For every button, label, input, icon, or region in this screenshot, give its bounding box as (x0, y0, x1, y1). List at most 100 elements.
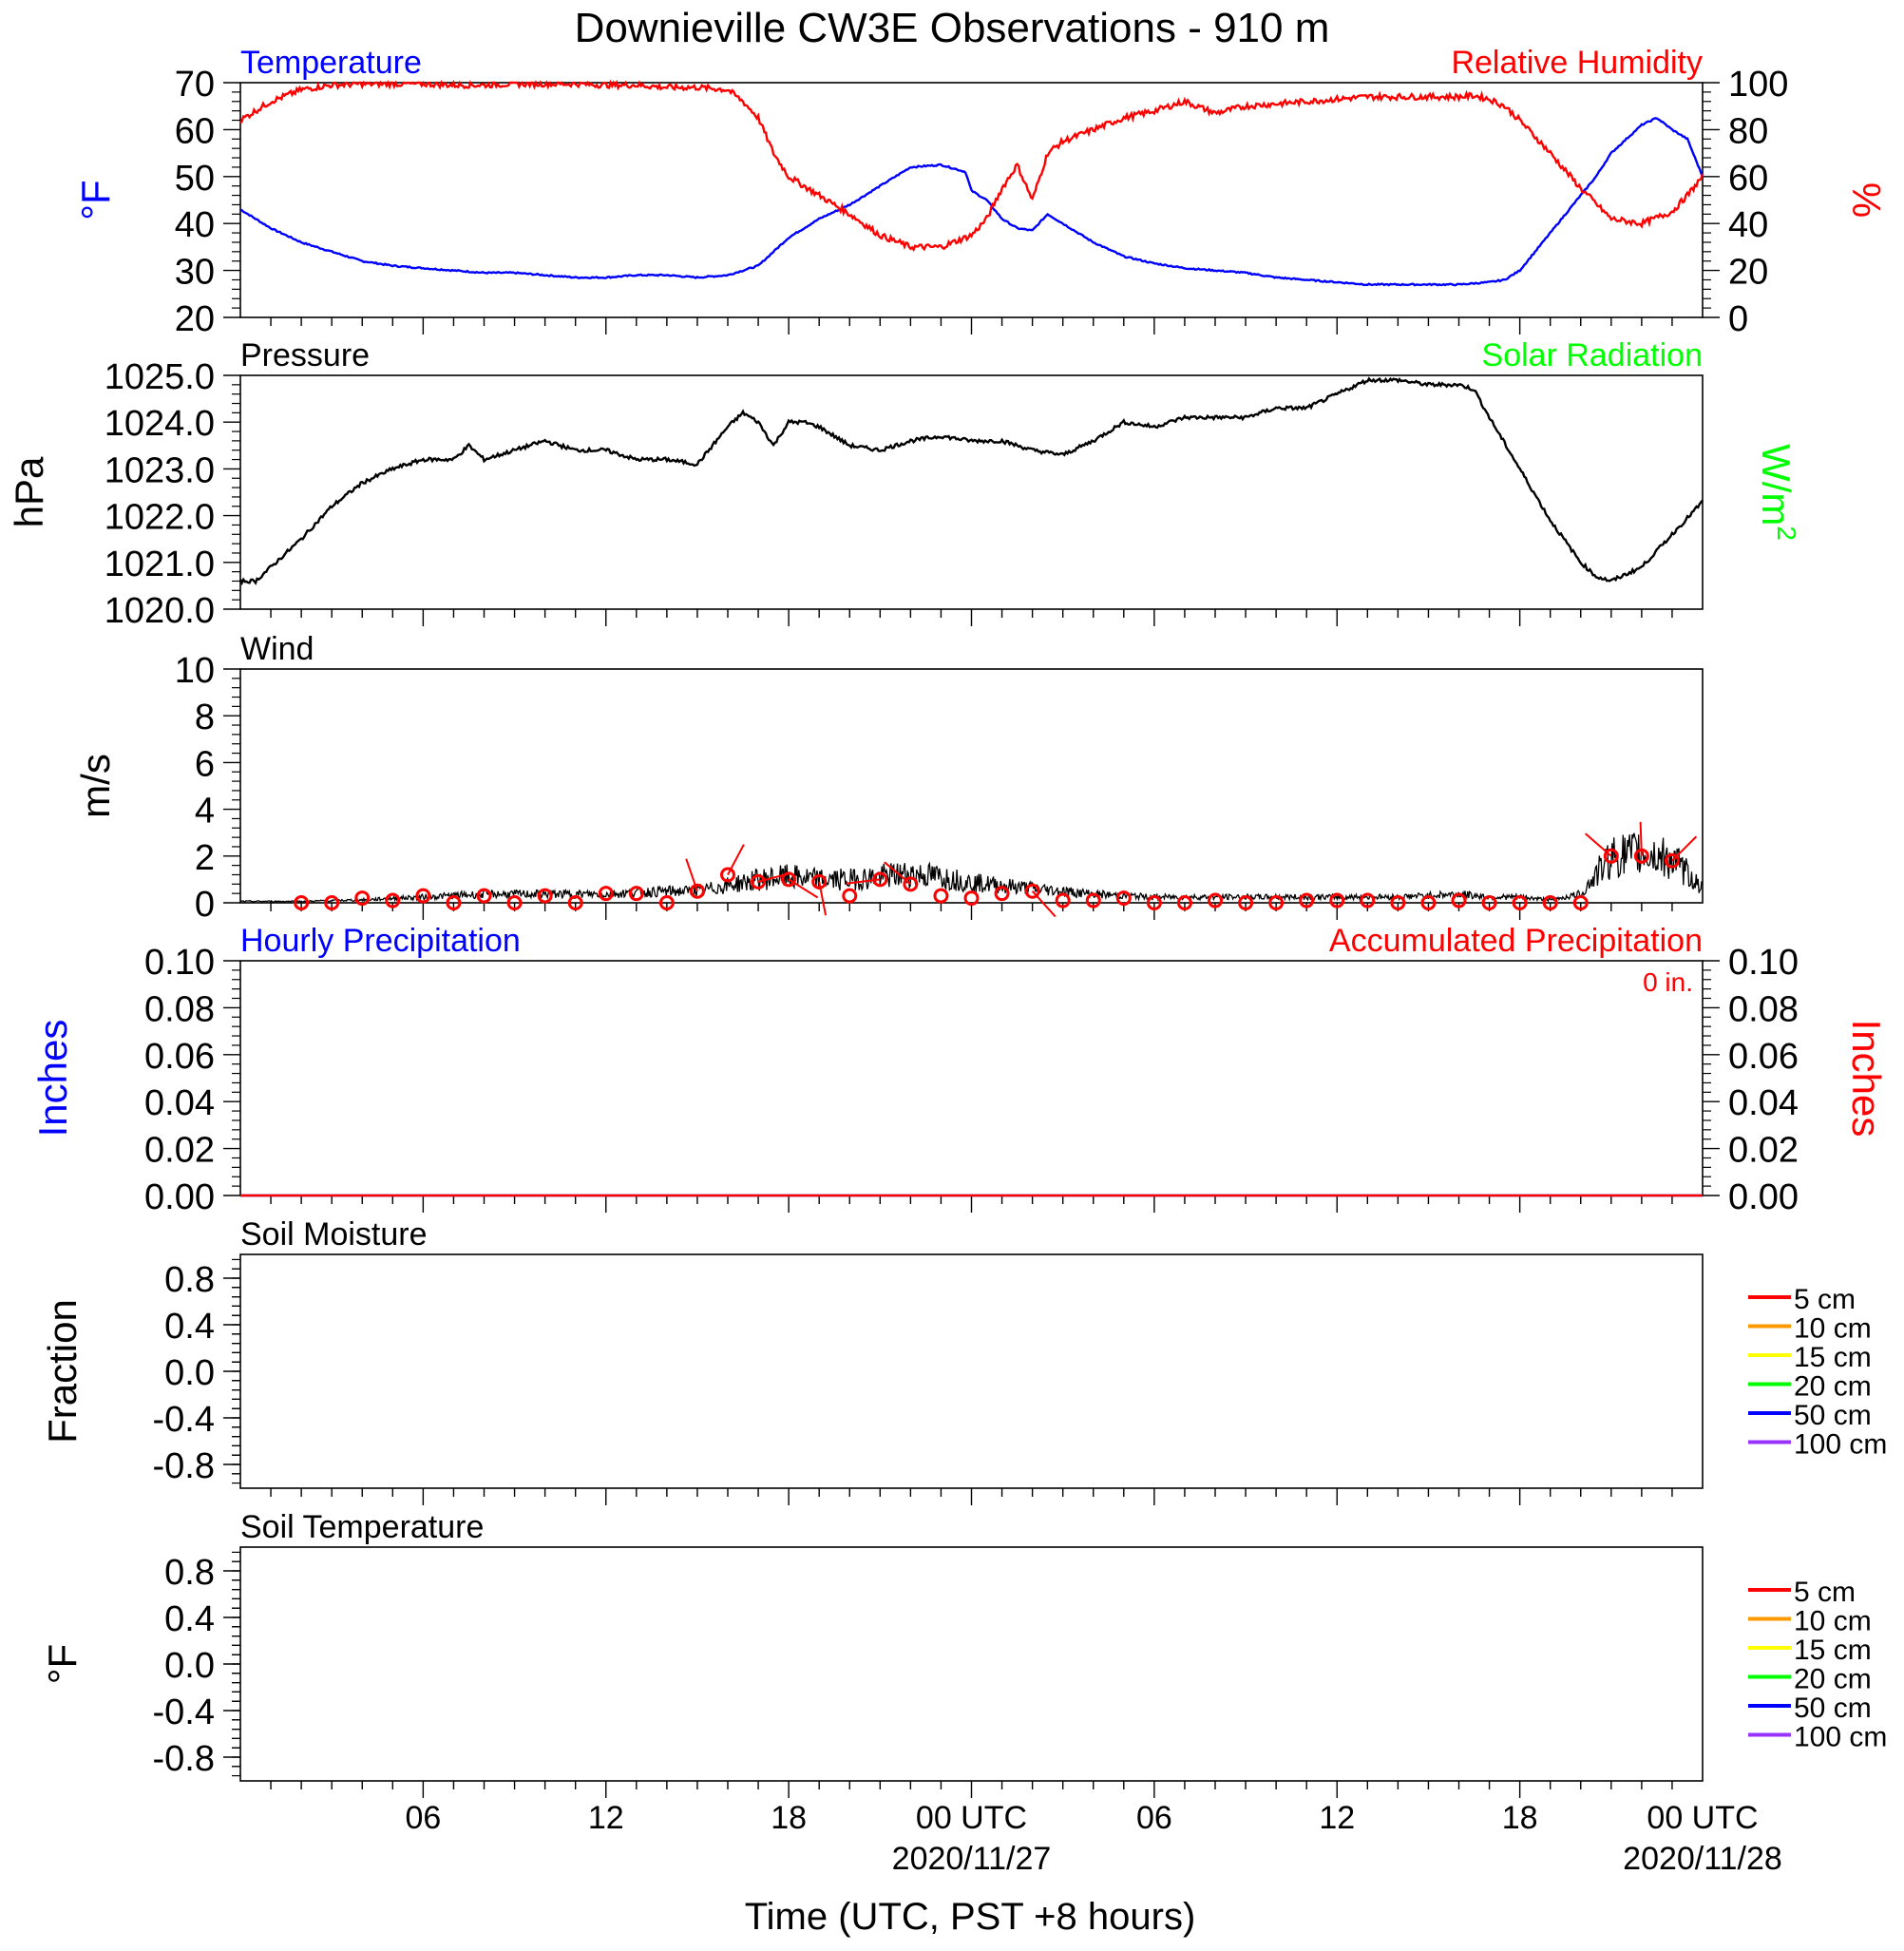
y-tick-label-left: 0.04 (144, 1083, 215, 1123)
wind-hourly-marker (324, 895, 340, 910)
y-tick-label-left: 0.02 (144, 1131, 215, 1171)
y-tick-label-left: 1020.0 (105, 591, 215, 631)
y-tick-label-left: -0.4 (153, 1693, 215, 1732)
wind-hourly-marker (354, 890, 371, 907)
x-axis-label: Time (UTC, PST +8 hours) (745, 1896, 1196, 1938)
wind-hourly-marker (446, 895, 462, 910)
y-tick-label-left: 70 (175, 65, 215, 105)
y-tick-label-left: 10 (175, 651, 215, 691)
panel-title-solar: Solar Radiation (1482, 337, 1703, 373)
wind-hourly-marker (1268, 895, 1285, 910)
legend-label: 20 cm (1794, 1664, 1872, 1695)
panel-title-hourly-precip: Hourly Precipitation (240, 923, 521, 959)
y-tick-label-right: 0.00 (1728, 1177, 1799, 1217)
y-tick-label-left: 0.0 (164, 1353, 215, 1393)
legend-label: 20 cm (1794, 1371, 1872, 1403)
y-tick-label-right: 60 (1728, 159, 1768, 199)
panel-frame-wind (239, 668, 1704, 904)
wind-hourly-marker (1390, 895, 1406, 910)
x-tick-label: 00 UTC (1647, 1800, 1758, 1836)
wind-hourly-marker (1481, 895, 1497, 910)
chart-title: Downieville CW3E Observations - 910 m (575, 5, 1330, 51)
panel-title-pressure: Pressure (240, 337, 370, 373)
y-tick-label-right: 0.04 (1728, 1083, 1799, 1123)
y-tick-label-right: 0.06 (1728, 1037, 1799, 1077)
wind-hourly-marker (1360, 892, 1376, 909)
y-tick-label-right: 80 (1728, 111, 1768, 151)
y-axis-label-pressure: hPa (7, 456, 51, 527)
y-tick-label-left: 1024.0 (105, 404, 215, 444)
x-tick-label: 06 (1136, 1800, 1172, 1836)
wind-hourly-marker (689, 883, 705, 899)
y-tick-label-left: 4 (195, 792, 215, 832)
x-tick-label: 12 (588, 1800, 624, 1836)
y-axis-label-solar: W/m2 (1754, 444, 1801, 541)
legend-label: 10 cm (1794, 1606, 1872, 1637)
legend-label: 10 cm (1794, 1313, 1872, 1345)
y-tick-label-left: 2 (195, 838, 215, 878)
wind-hourly-marker (994, 886, 1010, 902)
legend-label: 50 cm (1794, 1400, 1872, 1431)
pressure-line (238, 376, 1704, 586)
wind-hourly-marker (385, 892, 401, 909)
y-tick-label-left: 0.06 (144, 1037, 215, 1077)
y-axis-label-accum-precip: Inches (1844, 1020, 1889, 1138)
wind-hourly-marker (567, 895, 583, 910)
wind-hourly-marker (1146, 895, 1162, 910)
wind-hourly-marker (842, 888, 858, 904)
wind-hourly-marker (903, 876, 919, 892)
y-tick-label-left: 1022.0 (105, 498, 215, 538)
humidity-line (239, 79, 1704, 253)
y-tick-label-right: 0.10 (1728, 943, 1799, 983)
y-tick-label-left: 0.4 (164, 1307, 215, 1347)
y-tick-label-right: 100 (1728, 65, 1788, 105)
y-tick-label-left: 0.4 (164, 1599, 215, 1639)
y-tick-label-left: 50 (175, 159, 215, 199)
x-date-label: 2020/11/27 (892, 1841, 1052, 1877)
wind-hourly-marker (933, 888, 949, 904)
y-tick-label-right: 40 (1728, 205, 1768, 245)
wind-hourly-marker (537, 888, 553, 904)
wind-hourly-marker (294, 895, 310, 910)
panel-frame-soil-temperature (239, 1546, 1704, 1782)
wind-hourly-marker (1542, 895, 1558, 910)
wind-hourly-marker (658, 895, 675, 910)
wind-hourly-marker (720, 867, 735, 883)
wind-hourly-marker (1024, 883, 1040, 899)
y-tick-label-left: 0.0 (164, 1646, 215, 1686)
wind-hourly-marker (1603, 848, 1619, 864)
y-tick-label-left: 0 (195, 885, 215, 925)
panel-title-temperature: Temperature (240, 45, 422, 81)
y-tick-label-right: 0.02 (1728, 1131, 1799, 1171)
wind-hourly-marker (1208, 892, 1223, 909)
y-tick-label-left: 8 (195, 698, 215, 737)
wind-hourly-marker (811, 873, 828, 889)
y-tick-label-left: 0.08 (144, 989, 215, 1029)
panel-title-wind: Wind (240, 631, 314, 667)
legend-label: 50 cm (1794, 1693, 1872, 1724)
wind-hourly-marker (598, 886, 614, 902)
wind-hourly-marker (1420, 895, 1437, 910)
wind-hourly-marker (751, 873, 767, 889)
x-date-label: 2020/11/28 (1623, 1841, 1782, 1877)
y-axis-label-hourly-precip: Inches (30, 1020, 75, 1138)
legend-label: 100 cm (1794, 1429, 1887, 1461)
temperature-line (239, 117, 1704, 287)
wind-hourly-marker (506, 895, 523, 910)
time-axis: 06 12 18 00 UTC 06 12 18 00 UTC 2020/11/27 2020/1… (405, 1800, 1781, 1877)
y-tick-label-left: 1023.0 (105, 450, 215, 490)
wind-hourly-marker (1451, 892, 1467, 909)
x-tick-label: 18 (1502, 1800, 1538, 1836)
wind-hourly-marker (415, 888, 431, 904)
wind-hourly-marker (781, 871, 797, 888)
panel-title-humidity: Relative Humidity (1451, 45, 1703, 81)
wind-hourly-marker (1572, 895, 1589, 910)
wind-hourly-marker (1512, 895, 1528, 910)
y-axis-label-wind: m/s (73, 754, 118, 818)
panel-title-soil-temperature: Soil Temperature (240, 1509, 484, 1545)
panel-frame-pressure (239, 374, 1704, 610)
panel-title-accum-precip: Accumulated Precipitation (1329, 923, 1703, 959)
y-tick-label-left: -0.8 (153, 1446, 215, 1486)
y-tick-label-left: -0.8 (153, 1739, 215, 1779)
y-axis-label-temperature: °F (73, 180, 118, 220)
